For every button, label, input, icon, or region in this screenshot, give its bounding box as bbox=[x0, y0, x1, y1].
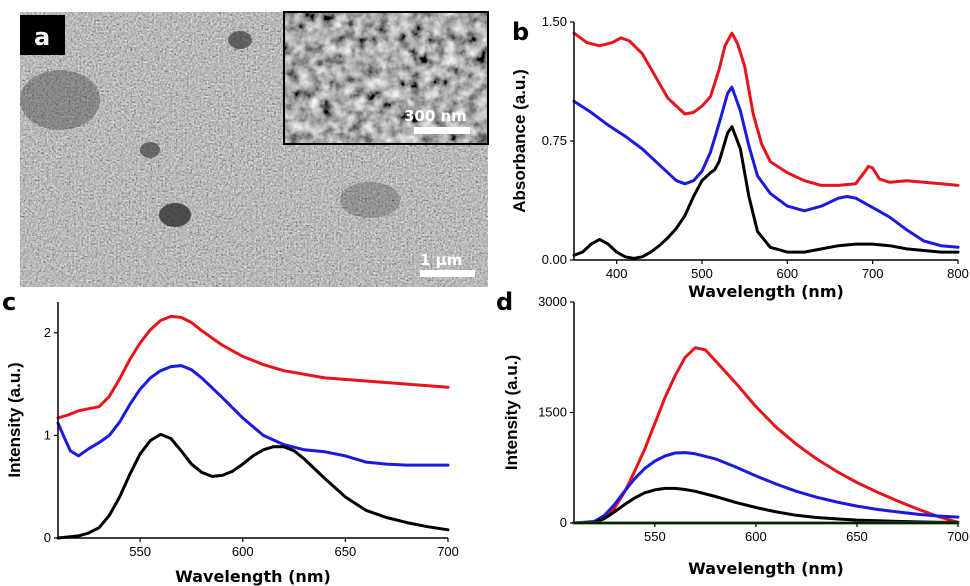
inset-scale-bar bbox=[414, 127, 470, 134]
main-scale-label: 1 μm bbox=[420, 251, 462, 269]
series-line-red bbox=[572, 346, 960, 525]
y-tick-label: 3000 bbox=[538, 294, 567, 309]
chart-b: 400 500 600 700 800 0.00 0.75 1.50 Wavelength (n… bbox=[510, 14, 969, 301]
y-tick-label: 1500 bbox=[538, 405, 567, 420]
x-axis-label: Wavelength (nm) bbox=[688, 559, 844, 578]
panel-letter-b: b bbox=[512, 18, 529, 46]
series-line-blue bbox=[572, 451, 960, 525]
y-axis-label: Intensity (a.u.) bbox=[502, 355, 521, 470]
x-axis-label: Wavelength (nm) bbox=[175, 567, 331, 586]
x-tick-label: 700 bbox=[947, 529, 969, 544]
chart-c: 550 600 650 700 0 1 2 Wavelength (nm) Intensity … bbox=[5, 302, 459, 586]
x-tick-label: 650 bbox=[335, 544, 357, 559]
inset-scale-label: 300 nm bbox=[404, 107, 467, 125]
x-tick-label: 800 bbox=[947, 266, 969, 281]
y-tick-label: 0 bbox=[44, 530, 51, 545]
y-tick-label: 1.50 bbox=[542, 14, 567, 29]
y-tick-label: 0 bbox=[560, 515, 567, 530]
x-tick-label: 700 bbox=[862, 266, 884, 281]
main-scale-bar bbox=[420, 270, 475, 277]
x-axis-label: Wavelength (nm) bbox=[688, 282, 844, 301]
panel-letter-d: d bbox=[496, 288, 513, 316]
y-tick-label: 0.75 bbox=[542, 133, 567, 148]
x-tick-label: 650 bbox=[846, 529, 868, 544]
x-tick-label: 600 bbox=[776, 266, 798, 281]
x-tick-label: 500 bbox=[691, 266, 713, 281]
series-line-black bbox=[56, 432, 450, 540]
y-axis-label: Absorbance (a.u.) bbox=[510, 69, 529, 213]
y-tick-label: 1 bbox=[44, 427, 51, 442]
series-line-blue bbox=[572, 85, 960, 249]
x-tick-label: 550 bbox=[644, 529, 666, 544]
series-line-blue bbox=[56, 364, 450, 467]
y-axis-label: Intensity (a.u.) bbox=[5, 362, 24, 477]
x-tick-label: 600 bbox=[745, 529, 767, 544]
series-line-black bbox=[572, 125, 960, 260]
x-tick-label: 700 bbox=[437, 544, 459, 559]
panel-letter-c: c bbox=[2, 288, 16, 316]
x-tick-label: 600 bbox=[232, 544, 254, 559]
sem-panel-letter: a bbox=[34, 23, 50, 51]
y-tick-label: 2 bbox=[44, 325, 51, 340]
x-tick-label: 550 bbox=[129, 544, 151, 559]
x-tick-label: 400 bbox=[606, 266, 628, 281]
sem-inset-image bbox=[283, 11, 489, 145]
series-line-red bbox=[56, 314, 450, 420]
sem-letter-badge bbox=[20, 15, 65, 55]
y-tick-label: 0.00 bbox=[542, 252, 567, 267]
chart-d: 550 600 650 700 0 1500 3000 Wavelength (nm) Inte… bbox=[502, 294, 969, 578]
series-line-red bbox=[572, 31, 960, 187]
series-line-black bbox=[572, 486, 960, 525]
